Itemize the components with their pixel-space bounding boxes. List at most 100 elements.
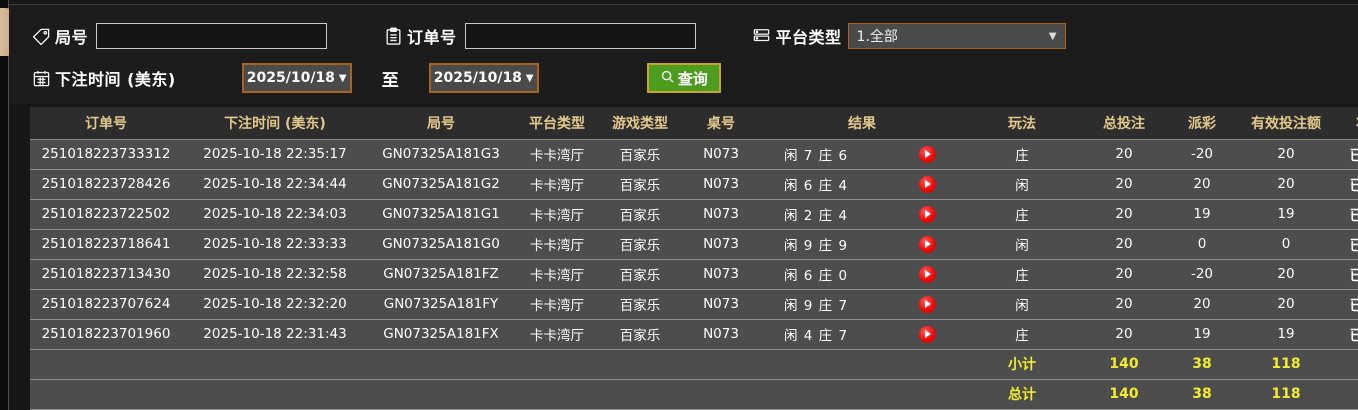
col-header-platform[interactable]: 平台类型 [514, 107, 600, 140]
cell-bet-time: 2025-10-18 22:32:58 [182, 259, 368, 290]
filter-row-primary: 局号 订单号 [31, 23, 1066, 49]
play-icon[interactable] [919, 145, 936, 163]
date-from-picker[interactable]: 2025/10/18 ▼ [241, 63, 352, 93]
results-table-container[interactable]: 订单号 下注时间 (美东) 局号 平台类型 游戏类型 桌号 结果 玩法 总投注 … [30, 107, 1358, 410]
cell-order-no: 251018223707624 [30, 289, 182, 320]
chevron-down-icon: ▼ [338, 72, 347, 84]
subtotal-payout: 38 [1166, 349, 1238, 380]
cell-result: 闲 2 庄 4 [762, 199, 962, 230]
cell-table-no: N073 [680, 199, 762, 230]
col-header-order-no[interactable]: 订单号 [30, 107, 182, 140]
col-header-round-no[interactable]: 局号 [368, 107, 514, 140]
cell-valid-bet: 19 [1238, 319, 1334, 350]
table-row[interactable]: 251018223713430 2025-10-18 22:32:58 GN07… [30, 259, 1358, 290]
play-icon[interactable] [919, 265, 936, 283]
cell-round-no: GN07325A181G3 [368, 139, 514, 170]
cell-payout: 19 [1166, 319, 1238, 350]
search-icon [660, 69, 675, 88]
date-to-picker[interactable]: 2025/10/18 ▼ [428, 63, 539, 93]
cell-result-text: 闲 6 庄 0 [784, 268, 849, 284]
play-icon[interactable] [919, 295, 936, 313]
cell-platform: 卡卡湾厅 [514, 169, 600, 200]
cell-table-no: N073 [680, 229, 762, 260]
order-no-input[interactable] [464, 23, 696, 49]
col-header-status[interactable]: 状态 [1334, 107, 1358, 140]
play-icon[interactable] [919, 175, 936, 193]
cell-result-text: 闲 9 庄 7 [784, 298, 849, 314]
cell-game-type: 百家乐 [600, 229, 680, 260]
cell-round-no: GN07325A181FZ [368, 259, 514, 290]
cell-bet-time: 2025-10-18 22:32:20 [182, 289, 368, 320]
calendar-icon [31, 68, 51, 88]
cell-status: 已派彩 [1334, 319, 1358, 350]
col-header-play-type[interactable]: 玩法 [962, 107, 1082, 140]
round-no-input[interactable] [96, 23, 328, 49]
cell-total-bet: 20 [1082, 169, 1166, 200]
cell-game-type: 百家乐 [600, 289, 680, 320]
col-header-payout[interactable]: 派彩 [1166, 107, 1238, 140]
query-button[interactable]: 查询 [646, 63, 721, 93]
table-body: 251018223733312 2025-10-18 22:35:17 GN07… [30, 139, 1358, 410]
cell-bet-time: 2025-10-18 22:35:17 [182, 139, 368, 170]
cell-payout: 20 [1166, 289, 1238, 320]
table-row[interactable]: 251018223701960 2025-10-18 22:31:43 GN07… [30, 319, 1358, 350]
play-icon[interactable] [919, 235, 936, 253]
play-icon[interactable] [919, 325, 936, 343]
cell-status: 已派彩 [1334, 169, 1358, 200]
table-row[interactable]: 251018223733312 2025-10-18 22:35:17 GN07… [30, 139, 1358, 170]
cell-result-text: 闲 7 庄 6 [784, 148, 849, 164]
grandtotal-total-bet: 140 [1082, 379, 1166, 410]
cell-table-no: N073 [680, 259, 762, 290]
bet-time-label: 下注时间 (美东) [55, 70, 176, 89]
cell-total-bet: 20 [1082, 259, 1166, 290]
cell-total-bet: 20 [1082, 319, 1166, 350]
cell-result: 闲 9 庄 9 [762, 229, 962, 260]
cell-platform: 卡卡湾厅 [514, 319, 600, 350]
cell-table-no: N073 [680, 319, 762, 350]
col-header-valid-bet[interactable]: 有效投注额 [1238, 107, 1334, 140]
cell-status: 已派彩 [1334, 259, 1358, 290]
platform-type-select[interactable]: 1.全部 ▼ [847, 23, 1066, 49]
cell-payout: 20 [1166, 169, 1238, 200]
col-header-total-bet[interactable]: 总投注 [1082, 107, 1166, 140]
cell-bet-time: 2025-10-18 22:33:33 [182, 229, 368, 260]
col-header-table-no[interactable]: 桌号 [680, 107, 762, 140]
table-row[interactable]: 251018223707624 2025-10-18 22:32:20 GN07… [30, 289, 1358, 320]
table-row[interactable]: 251018223728426 2025-10-18 22:34:44 GN07… [30, 169, 1358, 200]
subtotal-label: 小计 [962, 349, 1082, 380]
cell-round-no: GN07325A181FX [368, 319, 514, 350]
col-header-game-type[interactable]: 游戏类型 [600, 107, 680, 140]
cell-total-bet: 20 [1082, 289, 1166, 320]
cell-total-bet: 20 [1082, 199, 1166, 230]
chevron-down-icon: ▼ [1048, 30, 1057, 42]
cell-game-type: 百家乐 [600, 319, 680, 350]
cell-total-bet: 20 [1082, 229, 1166, 260]
cell-game-type: 百家乐 [600, 199, 680, 230]
cell-payout: 0 [1166, 229, 1238, 260]
search-filter-bar: 局号 订单号 [9, 4, 1358, 104]
cell-order-no: 251018223728426 [30, 169, 182, 200]
cell-result: 闲 4 庄 7 [762, 319, 962, 350]
play-icon[interactable] [919, 205, 936, 223]
cell-result-text: 闲 2 庄 4 [784, 208, 849, 224]
col-header-bet-time[interactable]: 下注时间 (美东) [182, 107, 368, 140]
cell-table-no: N073 [680, 169, 762, 200]
results-table: 订单号 下注时间 (美东) 局号 平台类型 游戏类型 桌号 结果 玩法 总投注 … [30, 107, 1358, 410]
cell-game-type: 百家乐 [600, 259, 680, 290]
cell-status: 已派彩 [1334, 199, 1358, 230]
list-icon [752, 26, 772, 46]
table-row[interactable]: 251018223722502 2025-10-18 22:34:03 GN07… [30, 199, 1358, 230]
cell-play-type: 闲 [962, 229, 1082, 260]
cell-platform: 卡卡湾厅 [514, 259, 600, 290]
cell-round-no: GN07325A181G1 [368, 199, 514, 230]
chevron-down-icon: ▼ [525, 72, 534, 84]
cell-result-text: 闲 6 庄 4 [784, 178, 849, 194]
cell-play-type: 庄 [962, 319, 1082, 350]
table-row[interactable]: 251018223718641 2025-10-18 22:33:33 GN07… [30, 229, 1358, 260]
grandtotal-payout: 38 [1166, 379, 1238, 410]
cell-valid-bet: 0 [1238, 229, 1334, 260]
col-header-result[interactable]: 结果 [762, 107, 962, 140]
cell-table-no: N073 [680, 289, 762, 320]
cell-status: 已派彩 [1334, 139, 1358, 170]
cell-payout: -20 [1166, 259, 1238, 290]
